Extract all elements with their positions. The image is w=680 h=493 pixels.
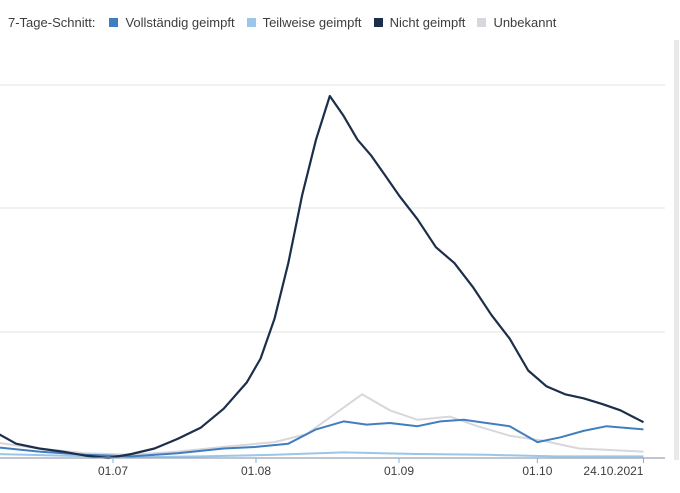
legend-title: 7-Tage-Schnitt: <box>8 14 96 30</box>
x-axis: 01.07 01.08 01.09 01.10 24.10.2021 <box>0 457 665 478</box>
series-line-vollst-ndig-geimpft <box>0 418 644 458</box>
legend-swatch-nicht <box>373 17 383 27</box>
legend-item-nicht[interactable]: Nicht geimpft <box>373 14 466 30</box>
x-tick-label: 01.07 <box>98 464 128 478</box>
legend-item-unbekannt[interactable]: Unbekannt <box>477 15 556 30</box>
x-tick-label: 01.10 <box>522 464 552 478</box>
legend-item-teilweise[interactable]: Teilweise geimpft <box>246 14 362 30</box>
series-layer <box>0 94 645 460</box>
legend-swatch-vollstaendig <box>109 17 119 27</box>
legend-label-nicht: Nicht geimpft <box>389 14 466 30</box>
chart-right-border <box>674 40 679 460</box>
series-line-nicht-geimpft <box>0 94 645 460</box>
legend-label-unbekannt: Unbekannt <box>493 14 557 30</box>
series-line-unbekannt <box>0 393 644 456</box>
legend-swatch-teilweise <box>246 17 256 27</box>
legend-item-vollstaendig[interactable]: Vollständig geimpft <box>109 14 235 30</box>
legend-label-vollstaendig: Vollständig geimpft <box>125 14 235 30</box>
x-tick-label: 24.10.2021 <box>583 464 643 478</box>
legend: 7-Tage-Schnitt: Vollständig geimpft Teil… <box>8 11 556 33</box>
legend-swatch-unbekannt <box>477 17 487 27</box>
x-tick-label: 01.09 <box>384 464 414 478</box>
grid-lines <box>0 84 665 333</box>
legend-label-teilweise: Teilweise geimpft <box>262 14 362 30</box>
x-tick-label: 01.08 <box>241 464 271 478</box>
